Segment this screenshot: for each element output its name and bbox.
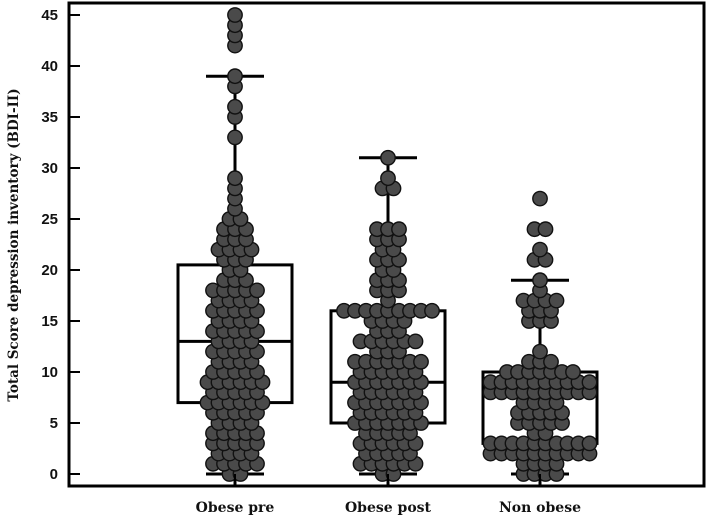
- y-tick-label: 25: [41, 211, 58, 228]
- x-category-label: Obese post: [345, 500, 432, 516]
- y-tick-label: 45: [41, 7, 58, 24]
- y-tick-label: 5: [50, 415, 58, 432]
- dots-obese-pre: [199, 7, 271, 482]
- data-point: [565, 364, 581, 380]
- data-point: [532, 343, 548, 360]
- data-point: [407, 333, 424, 350]
- data-point: [424, 302, 440, 319]
- data-point: [543, 353, 559, 370]
- data-point: [227, 170, 243, 187]
- dots-non-obese: [482, 190, 598, 482]
- y-axis-ticks: 0 5 10 15 20 25 30 35 40 45: [41, 7, 80, 483]
- y-tick-label: 10: [41, 364, 58, 381]
- data-point: [227, 7, 243, 23]
- y-tick-label: 15: [41, 313, 58, 330]
- data-point: [537, 221, 554, 238]
- x-category-label: Non obese: [499, 500, 581, 516]
- data-point: [548, 292, 565, 309]
- y-tick-label: 0: [50, 466, 58, 483]
- data-point: [413, 353, 429, 370]
- data-point: [532, 241, 548, 258]
- y-tick-label: 35: [41, 109, 58, 126]
- x-category-label: Obese pre: [196, 500, 275, 516]
- y-tick-label: 30: [41, 160, 58, 177]
- data-point: [227, 129, 243, 146]
- data-point: [532, 190, 548, 207]
- dots-layer: [199, 7, 598, 482]
- data-point: [380, 149, 396, 166]
- data-point: [227, 68, 243, 85]
- x-axis-labels: Obese pre Obese post Non obese: [196, 474, 581, 516]
- data-point: [380, 170, 396, 187]
- dots-obese-post: [336, 149, 440, 482]
- data-point: [581, 374, 598, 391]
- data-point: [391, 221, 407, 238]
- data-point: [532, 272, 548, 289]
- data-point: [249, 282, 265, 299]
- data-point: [581, 435, 598, 452]
- y-axis-label: Total Score depression inventory (BDI-II…: [6, 88, 22, 401]
- data-point: [227, 98, 243, 115]
- y-tick-label: 40: [41, 58, 58, 75]
- y-tick-label: 20: [41, 262, 58, 279]
